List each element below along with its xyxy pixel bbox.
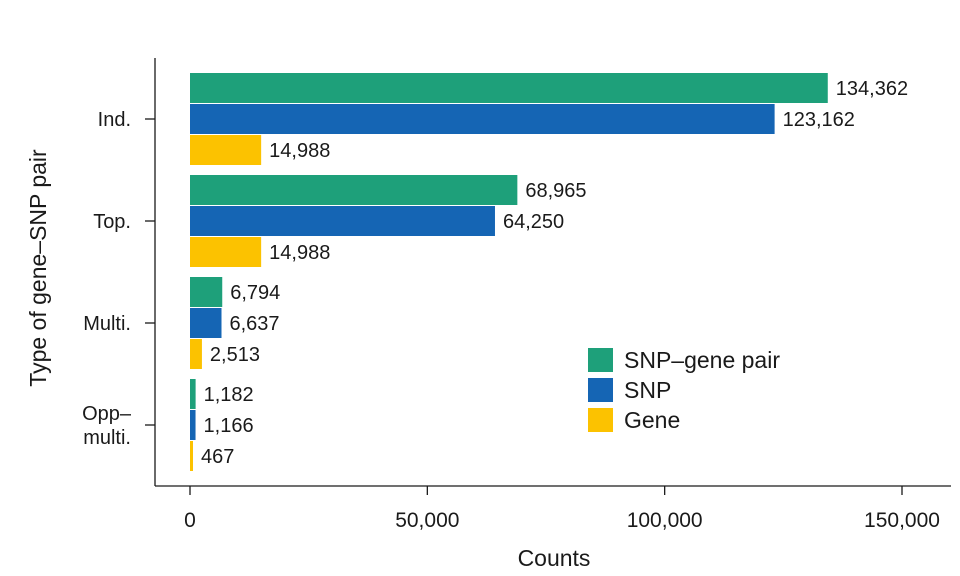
y-category-label: Top. — [93, 211, 131, 233]
legend-label: SNP–gene pair — [624, 347, 780, 373]
bar-value-label: 1,182 — [204, 384, 254, 406]
bar — [190, 308, 222, 338]
y-category-label: Ind. — [98, 109, 131, 131]
y-category-label: Multi. — [83, 313, 131, 335]
bar — [190, 441, 193, 471]
bar — [190, 339, 202, 369]
legend-swatch — [588, 378, 613, 402]
bar-value-label: 64,250 — [503, 211, 564, 233]
bar-value-label: 14,988 — [269, 140, 330, 162]
legend-label: Gene — [624, 407, 680, 433]
bar — [190, 206, 495, 236]
bar — [190, 379, 196, 409]
y-category-label: Opp– multi. — [82, 403, 132, 449]
x-axis-title: Counts — [518, 545, 591, 571]
axes: 0 50,000 100,000 150,000 Ind. Top. Multi. Opp– m… — [82, 58, 951, 532]
bar-value-label: 1,166 — [204, 415, 254, 437]
bar-value-label: 2,513 — [210, 344, 260, 366]
x-tick-label: 100,000 — [627, 509, 703, 532]
bar-value-label: 134,362 — [836, 78, 908, 100]
bar-value-label: 6,794 — [230, 282, 280, 304]
bar — [190, 237, 262, 267]
bar-value-label: 6,637 — [230, 313, 280, 335]
bar-value-label: 68,965 — [525, 180, 586, 202]
legend-swatch — [588, 348, 613, 372]
legend: SNP–gene pair SNP Gene — [588, 347, 780, 433]
bar-value-label: 14,988 — [269, 242, 330, 264]
bar — [190, 104, 775, 134]
bar-value-label: 467 — [201, 446, 234, 468]
bar — [190, 73, 828, 103]
y-axis-title: Type of gene–SNP pair — [25, 149, 51, 387]
bar — [190, 175, 518, 205]
x-tick-label: 0 — [184, 509, 196, 532]
bar — [190, 410, 196, 440]
legend-label: SNP — [624, 377, 671, 403]
bar-value-label: 123,162 — [783, 109, 855, 131]
bar — [190, 277, 223, 307]
x-tick-label: 50,000 — [395, 509, 459, 532]
x-tick-label: 150,000 — [864, 509, 940, 532]
bars-group: 134,362 123,162 14,988 68,965 64,250 14,988 6,… — [190, 73, 908, 471]
legend-swatch — [588, 408, 613, 432]
bar — [190, 135, 262, 165]
